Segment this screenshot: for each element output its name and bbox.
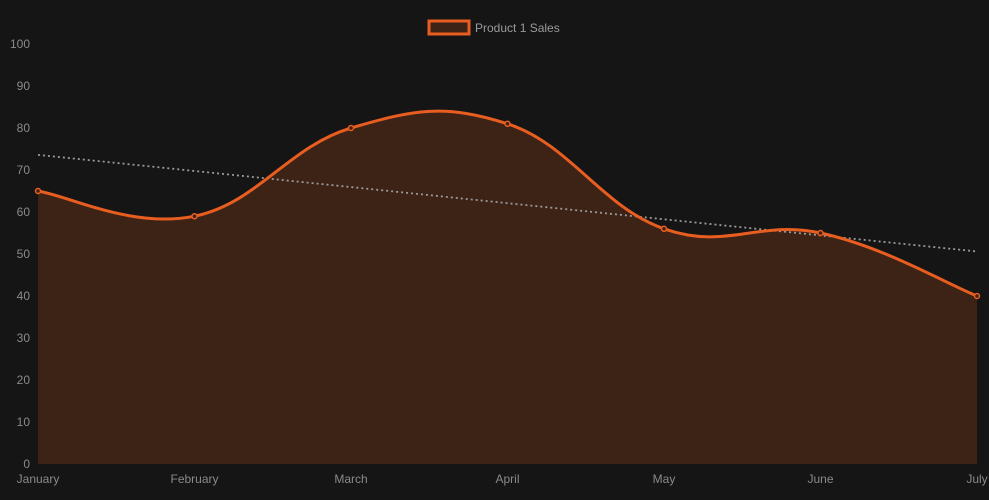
y-tick-label: 10 [17, 415, 31, 429]
y-tick-label: 20 [17, 373, 31, 387]
data-point[interactable] [817, 229, 824, 237]
x-tick-label: March [334, 472, 367, 486]
y-tick-label: 90 [17, 79, 31, 93]
y-tick-label: 50 [17, 247, 31, 261]
x-tick-label: January [17, 472, 60, 486]
legend-label: Product 1 Sales [475, 21, 560, 35]
area-layer [38, 111, 977, 464]
data-point[interactable] [34, 187, 42, 195]
data-point[interactable] [191, 212, 198, 220]
data-point[interactable] [347, 124, 355, 132]
legend-swatch [427, 19, 471, 36]
y-tick-label: 70 [17, 163, 31, 177]
y-tick-label: 40 [17, 289, 31, 303]
x-tick-label: June [807, 472, 833, 486]
y-tick-label: 60 [17, 205, 31, 219]
data-point[interactable] [973, 292, 981, 300]
x-tick-label: April [495, 472, 519, 486]
x-tick-label: July [966, 472, 987, 486]
data-point[interactable] [660, 225, 668, 233]
x-tick-label: May [653, 472, 676, 486]
data-point[interactable] [504, 120, 511, 128]
y-tick-label: 30 [17, 331, 31, 345]
point-layer [34, 120, 981, 300]
x-tick-label: February [170, 472, 218, 486]
y-tick-label: 80 [17, 121, 31, 135]
legend[interactable]: Product 1 Sales [427, 19, 560, 36]
x-axis-ticks: January February March April May June July [17, 472, 988, 486]
series-area [38, 111, 977, 464]
y-tick-label: 0 [23, 457, 30, 471]
y-tick-label: 100 [10, 37, 30, 51]
y-axis-ticks: 0 10 20 30 40 50 60 70 80 90 100 [10, 37, 30, 471]
